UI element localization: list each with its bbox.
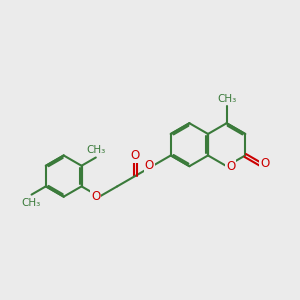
Text: O: O bbox=[145, 159, 154, 172]
Text: O: O bbox=[226, 160, 236, 173]
Text: CH₃: CH₃ bbox=[21, 198, 40, 208]
Text: O: O bbox=[130, 149, 140, 162]
Text: CH₃: CH₃ bbox=[217, 94, 236, 104]
Text: O: O bbox=[260, 157, 269, 170]
Text: O: O bbox=[91, 190, 100, 203]
Text: CH₃: CH₃ bbox=[87, 145, 106, 155]
